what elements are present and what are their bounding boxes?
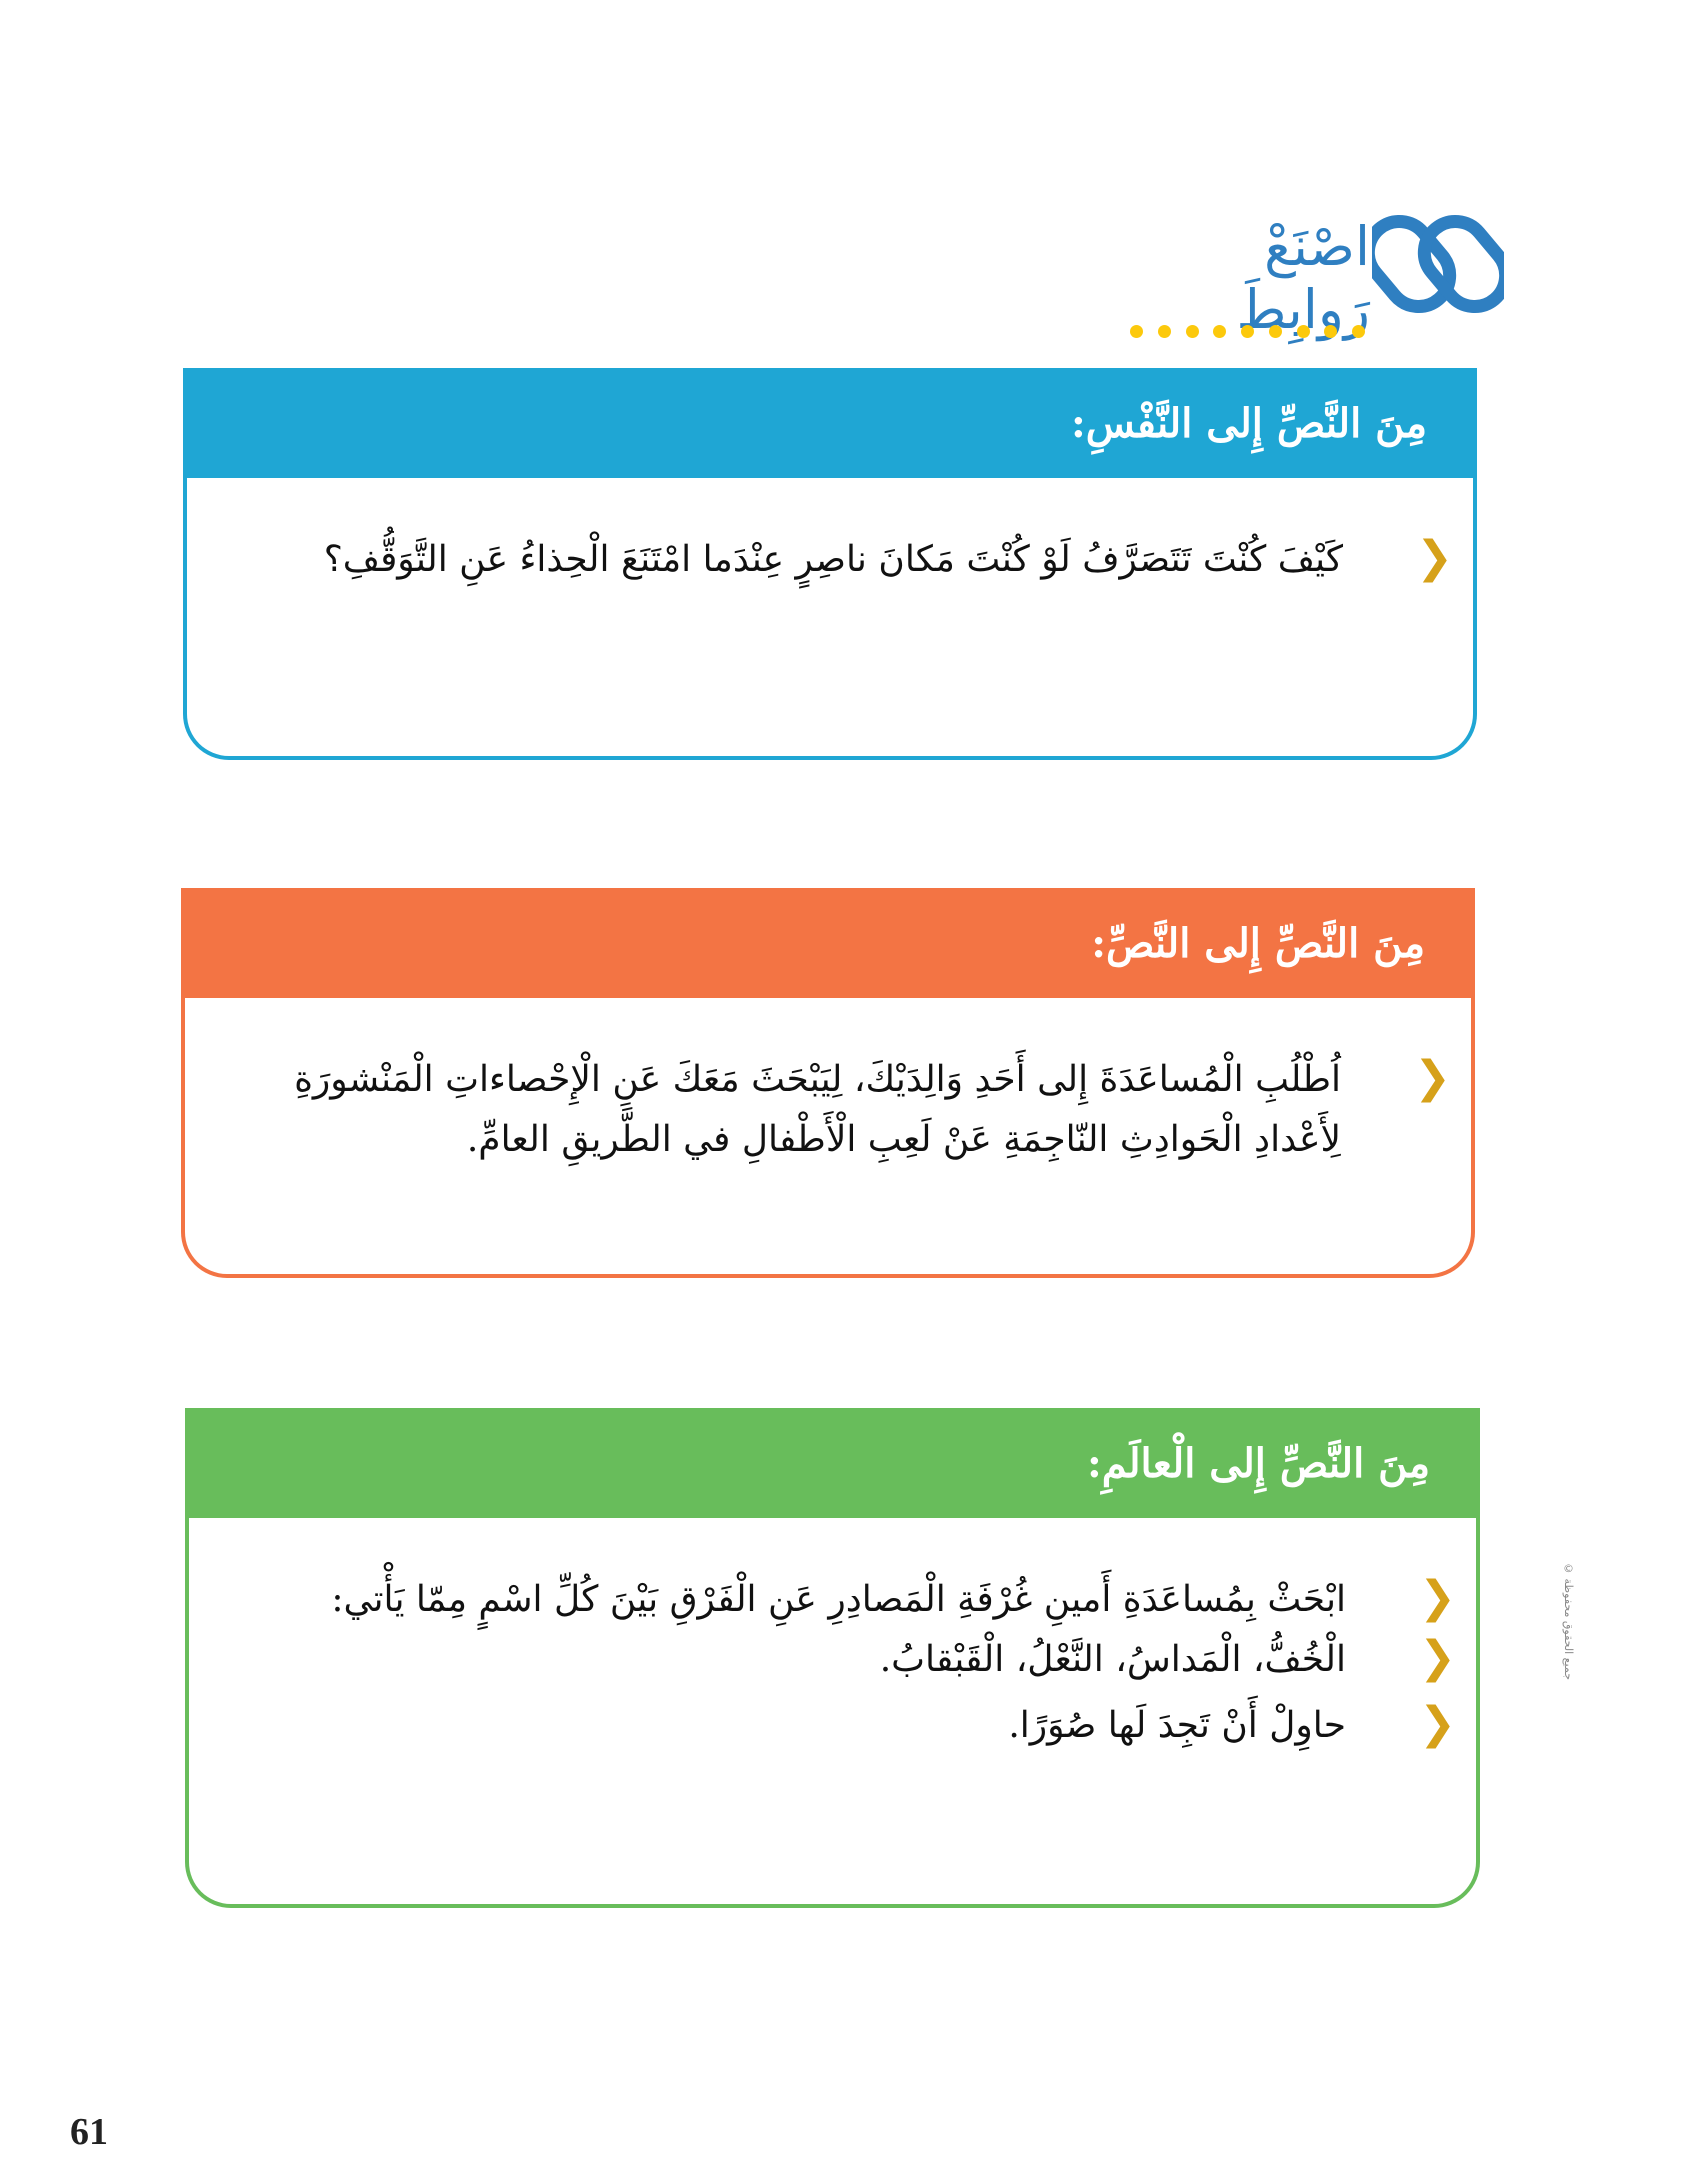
dotted-underline	[1130, 325, 1365, 338]
section-text-to-world: مِنَ النَّصِّ إِلى الْعالَمِ: ❮ ابْحَثْ ب…	[185, 1408, 1480, 1908]
list-item: ❮ حاوِلْ أَنْ تَجِدَ لَها صُوَرًا.	[229, 1696, 1456, 1756]
chevron-left-icon: ❮	[1419, 1632, 1456, 1683]
chevron-left-icon: ❮	[1414, 1052, 1451, 1103]
list-item: ❮ الْخُفُّ، الْمَداسُ، النَّعْلُ، الْقَبْ…	[229, 1630, 1456, 1690]
chevron-left-icon: ❮	[1419, 1698, 1456, 1749]
section-text-to-text: مِنَ النَّصِّ إِلى النَّصِّ: ❮ اُطْلُبِ ا…	[181, 888, 1475, 1278]
copyright-note: جميع الحقوق محفوظة ©	[1562, 1561, 1575, 1680]
section-title: مِنَ النَّصِّ إِلى الْعالَمِ:	[185, 1408, 1480, 1518]
chevron-left-icon: ❮	[1416, 532, 1453, 583]
list-item: ❮ كَيْفَ كُنْتَ تَتَصَرَّفُ لَوْ كُنْتَ م…	[227, 530, 1453, 590]
section-text-to-self: مِنَ النَّصِّ إِلى النَّفْسِ: ❮ كَيْفَ كُ…	[183, 368, 1477, 760]
chevron-left-icon: ❮	[1419, 1572, 1456, 1623]
page-heading: اصْنَعْ رَوابِطَ	[1236, 215, 1370, 341]
section-title: مِنَ النَّصِّ إِلى النَّصِّ:	[181, 888, 1475, 998]
chain-link-icon	[1372, 215, 1504, 313]
page-number: 61	[70, 2111, 108, 2153]
list-item: ❮ ابْحَثْ بِمُساعَدَةِ أَمينِ غُرْفَةِ ال…	[229, 1570, 1456, 1630]
section-title: مِنَ النَّصِّ إِلى النَّفْسِ:	[183, 368, 1477, 478]
list-item: ❮ اُطْلُبِ الْمُساعَدَةَ إِلى أَحَدِ وَال…	[294, 1052, 1451, 1160]
